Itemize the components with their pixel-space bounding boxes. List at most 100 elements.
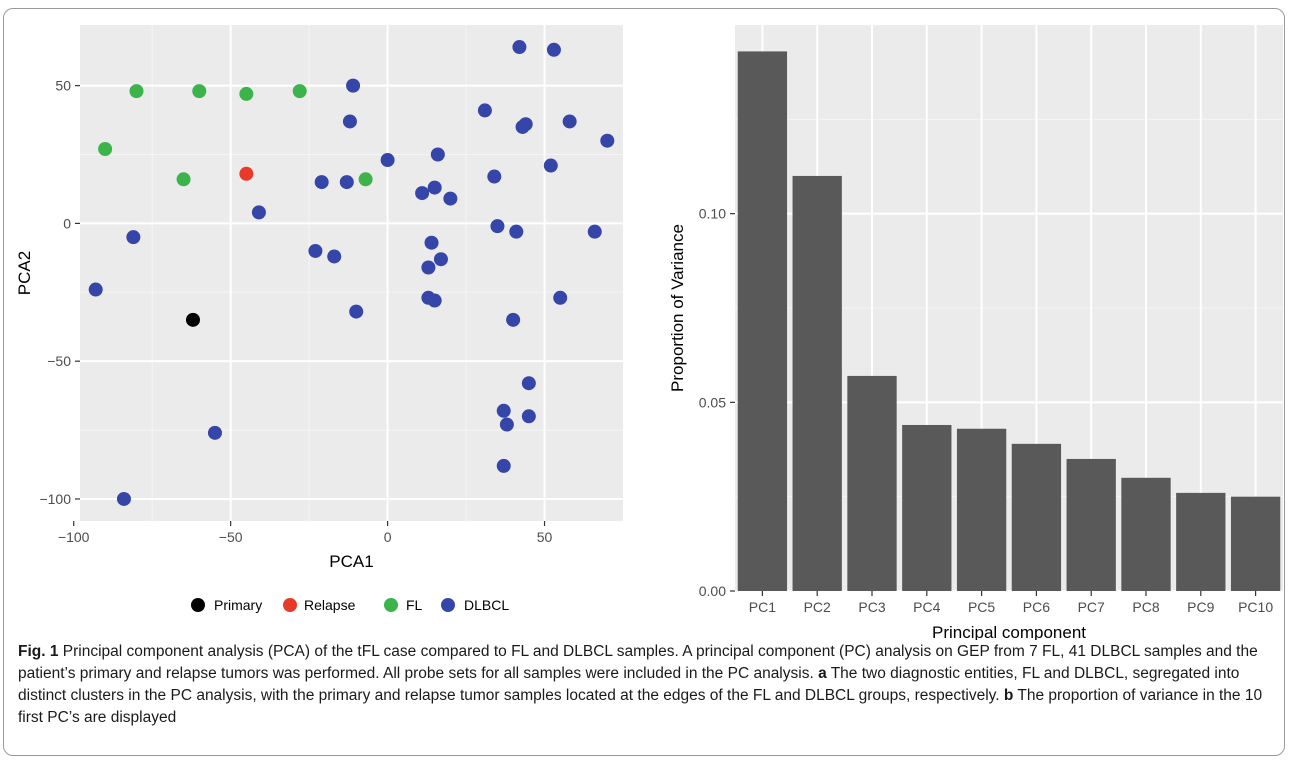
figure-caption: Fig. 1 Principal component analysis (PCA…	[18, 641, 1276, 729]
scatter-point-dlbcl	[380, 153, 395, 168]
legend-key-relapse	[283, 598, 297, 612]
bar-x-tick-label: PC5	[968, 599, 995, 615]
scatter-point-dlbcl	[430, 147, 445, 162]
scatter-point-dlbcl	[251, 205, 266, 220]
scatter-point-dlbcl	[521, 409, 536, 424]
scatter-point-dlbcl	[308, 243, 323, 258]
scatter-point-dlbcl	[515, 119, 530, 134]
scatter-point-fl	[239, 86, 254, 101]
bar-pc5	[956, 428, 1007, 591]
scatter-point-dlbcl	[207, 425, 222, 440]
caption-text-b: The proportion of variance in the 10 fir…	[18, 687, 1263, 726]
figure-charts: −100 −50 0 50 −100 −50 0 50 PCA1 PCA2 Primary Relap…	[15, 25, 1283, 640]
scatter-point-dlbcl	[600, 133, 615, 148]
scatter-point-dlbcl	[509, 224, 524, 239]
caption-text-intro: Principal component analysis (PCA) of th…	[18, 643, 1258, 682]
bar-x-tick-label: PC9	[1187, 599, 1214, 615]
bar-x-tick-label: PC2	[804, 599, 831, 615]
bar-pc8	[1121, 477, 1171, 591]
scatter-point-dlbcl	[339, 175, 354, 190]
bar-x-tick-label: PC10	[1238, 599, 1273, 615]
scatter-panel: −100 −50 0 50 −100 −50 0 50 PCA1 PCA2 Primary Relap…	[15, 25, 623, 613]
scatter-point-fl	[292, 84, 307, 99]
legend-key-fl	[384, 598, 398, 612]
scatter-point-dlbcl	[88, 282, 103, 297]
scatter-point-dlbcl	[443, 191, 458, 206]
scatter-point-dlbcl	[553, 290, 568, 305]
bar-x-axis-label: Principal component	[932, 623, 1086, 640]
bar-x-tick-label: PC3	[858, 599, 885, 615]
bar-pc10	[1230, 496, 1281, 591]
scatter-point-fl	[129, 84, 144, 99]
bar-x-tick-label: PC4	[913, 599, 940, 615]
legend-key-dlbcl	[441, 598, 455, 612]
legend-key-primary	[191, 598, 205, 612]
bar-pc9	[1176, 492, 1226, 591]
scatter-plot-background	[80, 25, 623, 521]
legend-label-relapse: Relapse	[304, 597, 356, 613]
bar-pc7	[1066, 458, 1116, 591]
scatter-point-dlbcl	[499, 417, 514, 432]
scatter-point-dlbcl	[433, 252, 448, 267]
scatter-x-tick-label: −100	[58, 529, 90, 545]
scatter-point-dlbcl	[512, 40, 527, 55]
bar-panel: 0.00 0.05 0.10 PC1 PC2 PC3 PC4 PC5 PC6 PC7 PC8 PC9 P…	[668, 25, 1283, 640]
scatter-point-dlbcl	[116, 491, 131, 506]
scatter-y-axis-label: PCA2	[15, 251, 34, 295]
scatter-point-dlbcl	[427, 180, 442, 195]
bar-x-tick-label: PC8	[1132, 599, 1159, 615]
bar-y-tick-label: 0.10	[699, 206, 726, 222]
scatter-point-fl	[192, 84, 207, 99]
legend-label-primary: Primary	[214, 597, 262, 613]
scatter-point-dlbcl	[424, 235, 439, 250]
bar-y-axis-label: Proportion of Variance	[668, 224, 687, 392]
scatter-y-tick-label: 50	[55, 78, 71, 94]
scatter-point-primary	[185, 312, 200, 327]
bar-pc2	[792, 175, 842, 591]
scatter-point-dlbcl	[415, 186, 430, 201]
caption-text-a: The two diagnostic entities, FL and DLBC…	[18, 665, 1240, 704]
bar-x-tick-label: PC6	[1023, 599, 1050, 615]
scatter-point-dlbcl	[490, 219, 505, 234]
scatter-point-dlbcl	[487, 169, 502, 184]
bar-pc1	[737, 51, 788, 592]
bar-y-tick-label: 0.00	[699, 583, 726, 599]
scatter-y-tick-label: −100	[39, 491, 71, 507]
scatter-point-dlbcl	[349, 304, 364, 319]
scatter-point-fl	[358, 172, 373, 187]
caption-label-a: a	[818, 665, 827, 682]
scatter-point-dlbcl	[477, 103, 492, 118]
scatter-point-dlbcl	[346, 78, 361, 93]
bar-pc4	[902, 424, 952, 591]
caption-fig-label: Fig. 1	[18, 643, 59, 660]
bar-pc6	[1011, 443, 1062, 591]
scatter-x-tick-label: 0	[384, 529, 392, 545]
scatter-legend: Primary Relapse FL DLBCL	[191, 597, 509, 613]
scatter-point-dlbcl	[506, 312, 521, 327]
scatter-point-relapse	[239, 166, 254, 181]
scatter-point-dlbcl	[314, 175, 329, 190]
legend-label-dlbcl: DLBCL	[464, 597, 509, 613]
scatter-point-dlbcl	[496, 458, 511, 473]
figure-frame	[3, 8, 1285, 756]
scatter-point-dlbcl	[587, 224, 602, 239]
scatter-point-dlbcl	[562, 114, 577, 129]
scatter-point-dlbcl	[421, 260, 436, 275]
bar-y-tick-label: 0.05	[699, 394, 726, 410]
scatter-x-tick-label: −50	[219, 529, 243, 545]
bar-pc3	[847, 375, 897, 591]
scatter-point-dlbcl	[327, 249, 342, 264]
scatter-point-dlbcl	[543, 158, 558, 173]
scatter-point-fl	[98, 142, 113, 156]
scatter-y-tick-label: 0	[63, 215, 71, 231]
bar-x-tick-label: PC7	[1078, 599, 1105, 615]
scatter-point-dlbcl	[546, 42, 561, 57]
scatter-x-axis-label: PCA1	[329, 552, 373, 571]
scatter-point-dlbcl	[342, 114, 357, 129]
scatter-x-tick-label: 50	[537, 529, 553, 545]
scatter-point-dlbcl	[427, 293, 442, 308]
caption-label-b: b	[1003, 687, 1014, 704]
scatter-point-dlbcl	[126, 230, 141, 245]
scatter-point-fl	[176, 172, 191, 187]
legend-label-fl: FL	[406, 597, 423, 613]
